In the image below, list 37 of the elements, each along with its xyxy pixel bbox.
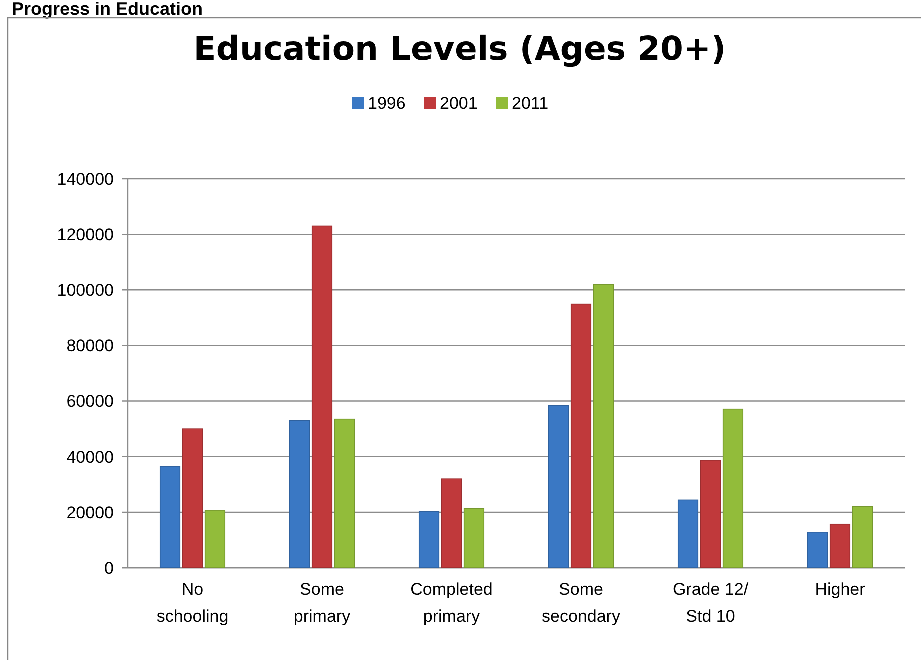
bar bbox=[593, 284, 614, 568]
bar bbox=[334, 418, 356, 568]
y-tick-label: 60000 bbox=[66, 392, 114, 412]
bar bbox=[289, 420, 310, 568]
bar bbox=[852, 506, 874, 568]
bar bbox=[807, 532, 828, 568]
y-tick-label: 120000 bbox=[57, 226, 114, 245]
x-tick-label: No schooling bbox=[156, 580, 229, 626]
y-tick-label: 100000 bbox=[57, 281, 114, 300]
y-tick-label: 140000 bbox=[57, 170, 114, 189]
x-tick-label: Higher bbox=[815, 580, 866, 599]
bar bbox=[678, 500, 699, 568]
legend-label: 2001 bbox=[440, 94, 478, 113]
y-tick-label: 20000 bbox=[66, 503, 114, 522]
y-tick-label: 40000 bbox=[66, 448, 114, 467]
bar bbox=[830, 524, 851, 568]
legend-label: 2011 bbox=[512, 94, 549, 113]
x-tick-label: Grade 12/ Std 10 bbox=[672, 580, 749, 626]
bar bbox=[182, 428, 204, 568]
chart-title: Education Levels (Ages 20+) bbox=[194, 29, 726, 68]
bar bbox=[722, 408, 744, 568]
legend-label: 1996 bbox=[368, 94, 406, 113]
bar bbox=[570, 304, 592, 568]
bar bbox=[418, 511, 440, 568]
bar bbox=[700, 460, 722, 568]
x-tick-label: Some primary bbox=[294, 580, 352, 626]
x-tick-label: Some secondary bbox=[542, 580, 621, 626]
bar bbox=[441, 478, 462, 568]
y-tick-label: 0 bbox=[104, 558, 114, 578]
text: Progress in Education bbox=[12, 0, 204, 19]
x-tick-label: Completed primary bbox=[410, 580, 493, 626]
bar bbox=[312, 226, 333, 568]
bar bbox=[548, 405, 570, 568]
bar bbox=[160, 466, 181, 568]
y-tick-label: 80000 bbox=[66, 336, 114, 356]
bar bbox=[464, 508, 485, 568]
bar bbox=[204, 510, 226, 568]
